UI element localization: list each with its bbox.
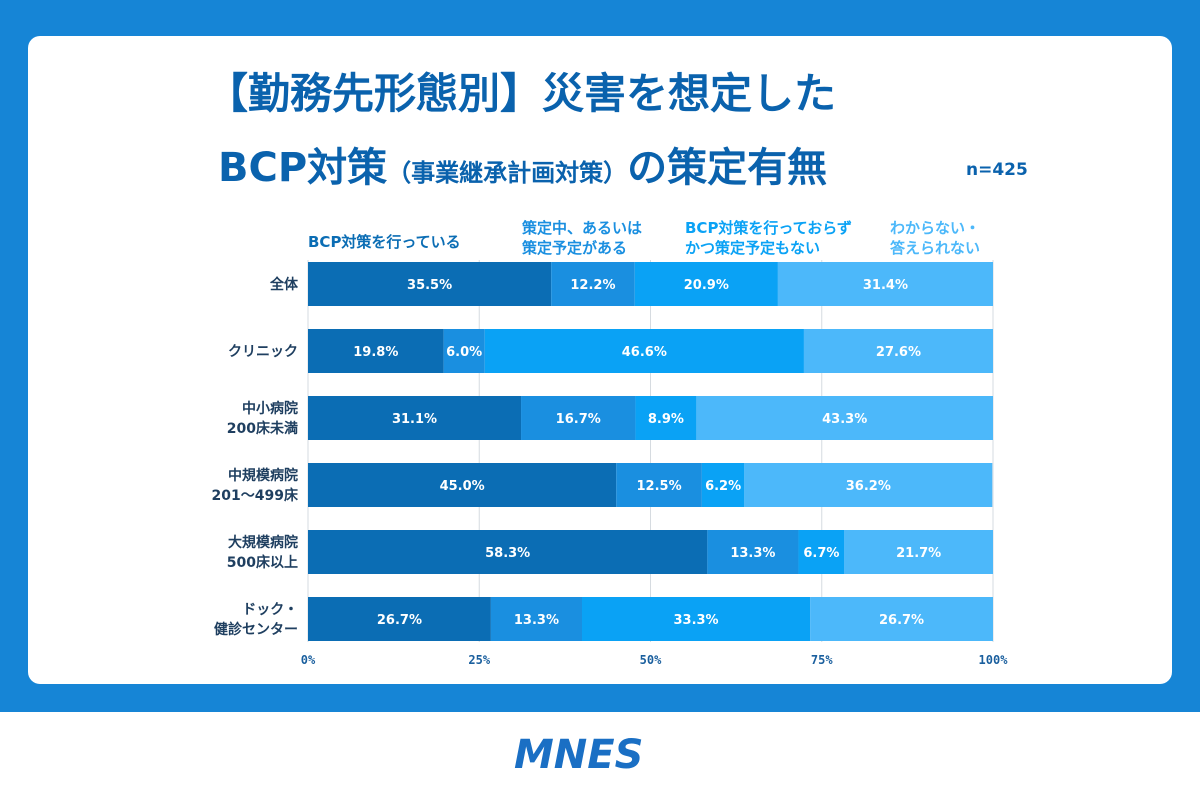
data-label: 35.5% <box>407 278 452 293</box>
legend-line: 策定予定がある <box>522 239 628 257</box>
bar-segment <box>707 530 799 574</box>
bar-segment <box>308 463 617 507</box>
data-label: 21.7% <box>896 546 941 561</box>
x-tick-label: 100% <box>979 653 1009 667</box>
x-tick-label: 50% <box>640 653 662 667</box>
bar-segment <box>308 396 522 440</box>
title-paren: （事業継承計画対策） <box>387 159 628 187</box>
data-label: 26.7% <box>377 613 422 628</box>
x-tick-label: 75% <box>811 653 833 667</box>
stacked-bar-chart: 0% 25% 50% 75% 100% 35.5% 12.2% 20.9% 31.4% 全体 19.… <box>212 260 1009 667</box>
category-label: クリニック <box>228 344 298 360</box>
legend-line: かつ策定予定もない <box>685 239 821 257</box>
data-label: 26.7% <box>879 613 924 628</box>
legend-item-3: BCP対策を行っておらず かつ策定予定もない <box>685 218 852 258</box>
data-label: 13.3% <box>730 546 775 561</box>
data-label: 16.7% <box>556 412 601 427</box>
logo-text: MNES <box>514 732 643 778</box>
bar-segment <box>582 597 811 641</box>
legend-item-2: 策定中、あるいは 策定予定がある <box>522 218 642 258</box>
bar-segment <box>443 329 485 373</box>
bar-segment <box>551 262 635 306</box>
legend-line: 策定中、あるいは <box>522 219 643 237</box>
data-label: 45.0% <box>440 479 485 494</box>
bar-segment <box>635 396 697 440</box>
legend-line: BCP対策を行っている <box>308 233 461 251</box>
mnes-logo: MNES <box>514 732 643 778</box>
bar-segment <box>701 463 745 507</box>
data-label: 6.7% <box>803 546 839 561</box>
data-label: 8.9% <box>648 412 684 427</box>
data-label: 46.6% <box>622 345 667 360</box>
data-label: 6.2% <box>705 479 741 494</box>
category-label: 201～499床 <box>212 487 299 504</box>
legend-item-4: わからない・ 答えられない <box>890 218 980 258</box>
data-label: 27.6% <box>876 345 921 360</box>
data-label: 6.0% <box>446 345 482 360</box>
data-label: 13.3% <box>514 613 559 628</box>
data-label: 12.2% <box>570 278 615 293</box>
legend-line: 答えられない <box>890 239 981 257</box>
category-label: 500床以上 <box>227 554 298 571</box>
category-label: 健診センター <box>214 621 298 638</box>
chart-title-line1: 【勤務先形態別】災害を想定した <box>206 69 837 118</box>
sample-size: n=425 <box>966 160 1028 180</box>
legend-line: わからない・ <box>890 219 981 237</box>
bar-segment <box>490 597 582 641</box>
legend-line: BCP対策を行っておらず <box>685 219 852 237</box>
bar-segment <box>308 262 552 306</box>
data-label: 19.8% <box>353 345 398 360</box>
bar-segment <box>844 530 993 574</box>
legend-item-1: BCP対策を行っている <box>308 232 461 252</box>
bar-segment <box>744 463 993 507</box>
bar-segment <box>308 329 444 373</box>
bar-segment <box>308 530 708 574</box>
category-label: 大規模病院 <box>228 534 298 551</box>
data-label: 58.3% <box>485 546 530 561</box>
title-bcp: BCP対策 <box>218 145 388 191</box>
bar-segment <box>777 262 993 306</box>
category-label: ドック・ <box>242 602 298 618</box>
title-tail: の策定有無 <box>627 145 828 191</box>
data-label: 43.3% <box>822 412 867 427</box>
chart-title-line2: BCP対策（事業継承計画対策）の策定有無 <box>218 140 827 201</box>
data-label: 31.1% <box>392 412 437 427</box>
data-label: 36.2% <box>846 479 891 494</box>
data-label: 31.4% <box>863 278 908 293</box>
bar-segment <box>521 396 636 440</box>
category-label: 全体 <box>269 276 299 293</box>
data-label: 20.9% <box>684 278 729 293</box>
data-label: 12.5% <box>637 479 682 494</box>
bar-segment <box>616 463 702 507</box>
category-label: 200床未満 <box>227 420 298 437</box>
category-label: 中規模病院 <box>228 467 298 484</box>
x-tick-label: 25% <box>468 653 490 667</box>
bar-segment <box>696 396 993 440</box>
bar-segment <box>484 329 804 373</box>
category-label: 中小病院 <box>242 400 298 417</box>
data-label: 33.3% <box>673 613 718 628</box>
bar-segment <box>308 597 491 641</box>
bar-segment <box>810 597 993 641</box>
x-tick-label: 0% <box>301 653 316 667</box>
bar-segment <box>634 262 778 306</box>
bar-segment <box>798 530 845 574</box>
bar-segment <box>803 329 993 373</box>
